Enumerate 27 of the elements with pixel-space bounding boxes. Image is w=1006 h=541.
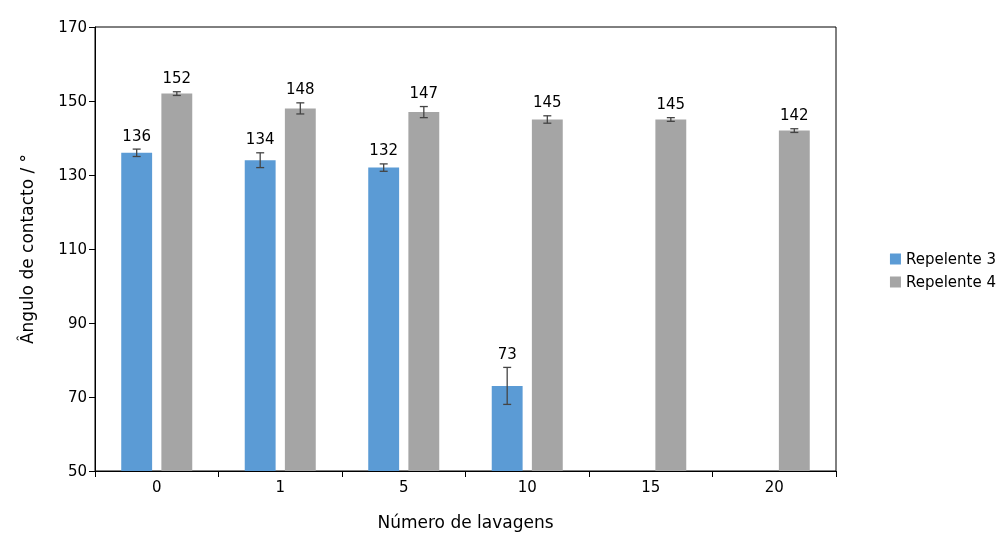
x-tick-label: 15 — [641, 477, 661, 496]
data-label: 134 — [245, 130, 275, 149]
y-tick-label: 150 — [58, 92, 87, 110]
legend-label: Repelente 3 — [905, 250, 997, 268]
x-tick-label: 1 — [275, 477, 286, 496]
legend-label: Repelente 4 — [905, 273, 997, 291]
y-tick-label: 110 — [58, 240, 87, 258]
y-tick-label: 130 — [58, 166, 87, 184]
y-tick-label: 170 — [58, 18, 87, 36]
x-tick-label: 0 — [151, 477, 162, 496]
data-label: 152 — [162, 69, 192, 88]
y-tick-label: 70 — [67, 388, 87, 406]
data-label: 142 — [780, 106, 809, 125]
y-tick-label: 50 — [67, 462, 87, 480]
data-label: 147 — [409, 84, 439, 103]
data-label: 136 — [122, 126, 151, 145]
x-axis-title: Número de lavagens — [377, 511, 554, 532]
x-tick-label: 20 — [764, 477, 784, 496]
y-axis-title: Ângulo de contacto / ° — [15, 153, 37, 345]
data-label: 132 — [369, 141, 398, 160]
x-tick-label: 10 — [517, 477, 537, 496]
data-label: 145 — [533, 93, 562, 112]
y-tick-label: 90 — [67, 314, 87, 332]
data-label: 145 — [656, 95, 686, 114]
data-label: 73 — [497, 344, 517, 363]
data-label: 148 — [286, 80, 315, 99]
x-tick-label: 5 — [398, 477, 409, 496]
